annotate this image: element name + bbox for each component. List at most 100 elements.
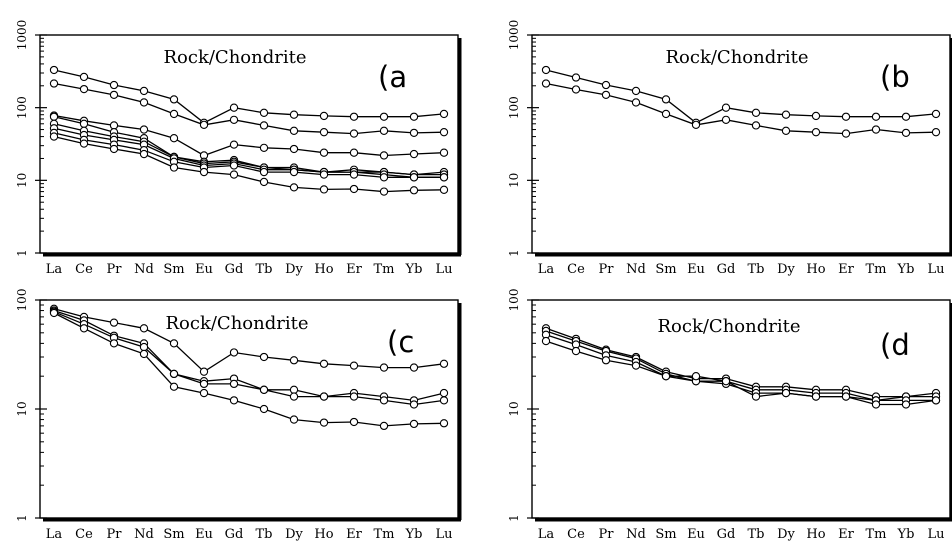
series-line (545, 327, 937, 398)
panel-c-label: (c (387, 325, 414, 359)
series-line (53, 135, 445, 193)
x-tick-label: Tb (256, 262, 273, 277)
x-tick-label: Tb (256, 527, 273, 542)
x-tick-label: Pr (599, 262, 615, 277)
data-point (139, 125, 149, 134)
series-line (53, 312, 445, 427)
x-tick-label: Tm (866, 262, 887, 277)
x-tick-label: Eu (687, 262, 705, 277)
data-point (631, 86, 641, 96)
data-point (199, 167, 209, 177)
data-point (409, 112, 419, 121)
series-line (53, 132, 444, 178)
panel-d-title: Rock/Chondrite (657, 316, 800, 337)
x-tick-label: Er (346, 262, 362, 277)
data-point (379, 421, 389, 431)
x-tick-label: Yb (897, 262, 915, 277)
series-line (545, 69, 937, 124)
data-point (439, 148, 449, 157)
data-point (139, 98, 149, 107)
panel-a-frame (39, 34, 462, 257)
data-point (169, 339, 179, 348)
x-tick-label: Ce (75, 527, 93, 542)
panel-a-series-1 (49, 65, 449, 127)
data-point (439, 109, 449, 119)
data-point (601, 90, 611, 100)
x-tick-label: Dy (777, 262, 795, 277)
data-point (409, 363, 419, 372)
data-point (229, 348, 239, 357)
panel-b-y-axis: 1 10 100 1000 (507, 20, 539, 257)
panel-a: Rock/Chondrite (a 1 10 100 1000 La Ce Pr Nd Sm Eu… (15, 20, 462, 277)
data-point (169, 163, 179, 172)
panel-a-series-8 (49, 132, 449, 196)
data-point (541, 79, 551, 88)
data-point (601, 80, 611, 90)
x-tick-label: Ho (806, 527, 825, 542)
panel-a-x-axis: La Ce Pr Nd Sm Eu Gd Tb Dy Ho Er Tm Yb Lu (46, 262, 453, 277)
data-point (409, 186, 419, 195)
x-tick-label: Pr (599, 527, 615, 542)
series-line (53, 308, 445, 373)
data-point (661, 372, 671, 381)
panel-d-y-axis: 1 10 100 (507, 289, 539, 522)
data-point (289, 415, 299, 424)
data-point (439, 388, 449, 398)
series-line (53, 311, 445, 406)
data-point (409, 149, 419, 159)
data-point (541, 336, 551, 346)
panel-c-title: Rock/Chondrite (165, 313, 308, 334)
data-point (109, 318, 119, 327)
x-tick-label: Tm (374, 262, 395, 277)
data-point (79, 324, 89, 333)
panel-a-y-axis: 1 10 100 1000 (15, 20, 47, 257)
panel-c-y-axis: 1 10 100 (15, 289, 47, 522)
panel-c: Rock/Chondrite (c 1 10 100 La Ce Pr Nd Sm Eu Gd Tb… (15, 289, 462, 542)
data-point (199, 379, 209, 389)
x-tick-label: Pr (107, 527, 123, 542)
data-point (931, 396, 941, 405)
series-line (53, 123, 444, 176)
data-point (781, 110, 791, 119)
data-point (139, 342, 149, 352)
data-point (259, 385, 269, 394)
data-point (379, 112, 389, 121)
data-point (931, 109, 941, 119)
data-point (169, 369, 179, 379)
data-point (259, 404, 269, 414)
data-point (751, 392, 761, 401)
data-point (319, 392, 329, 401)
data-point (289, 385, 299, 394)
data-point (571, 73, 581, 82)
data-point (139, 324, 149, 333)
x-tick-label: Gd (225, 262, 244, 277)
x-tick-label: Lu (927, 527, 944, 542)
panel-d-series-4 (541, 336, 941, 409)
plot-area-border (39, 34, 459, 254)
data-point (319, 418, 329, 427)
data-point (79, 72, 89, 82)
panel-b-series-2 (541, 79, 941, 138)
data-point (439, 359, 449, 368)
x-tick-label: Ce (75, 262, 93, 277)
data-point (571, 346, 581, 356)
data-point (379, 151, 389, 160)
data-point (79, 139, 89, 148)
data-point (229, 161, 239, 170)
data-point (571, 85, 581, 94)
y-tick-label: 10 (507, 401, 521, 416)
x-tick-label: Ce (567, 527, 585, 542)
x-tick-label: La (538, 262, 555, 277)
data-point (229, 140, 239, 149)
panel-a-title: Rock/Chondrite (163, 47, 306, 68)
panel-d-x-axis: La Ce Pr Nd Sm Eu Gd Tb Dy Ho Er Tm Yb Lu (538, 527, 945, 542)
data-point (289, 183, 299, 192)
y-tick-label: 100 (507, 96, 521, 119)
x-tick-label: Ho (806, 262, 825, 277)
data-point (811, 111, 821, 121)
series-line (53, 127, 444, 178)
data-point (379, 363, 389, 372)
x-tick-label: Er (838, 262, 854, 277)
data-point (901, 112, 911, 121)
